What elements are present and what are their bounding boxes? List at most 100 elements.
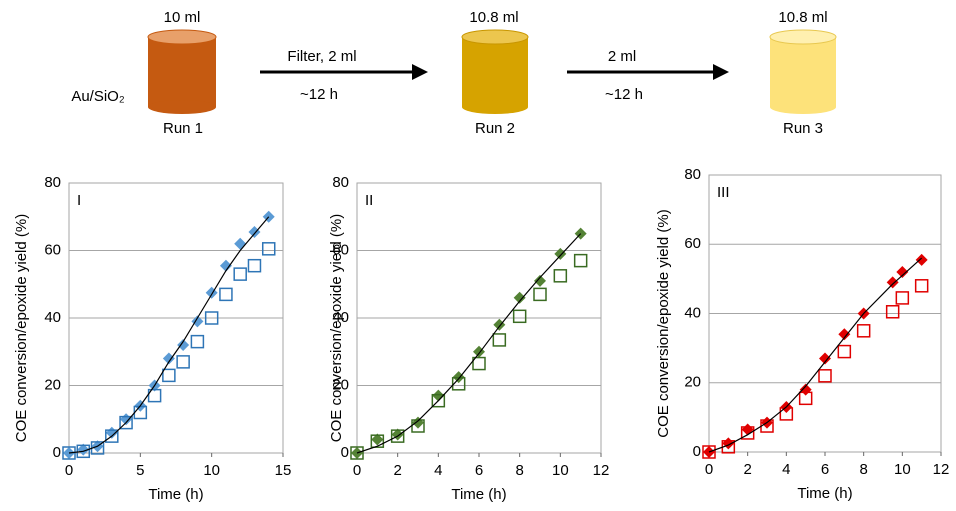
x-tick-label: 6 <box>475 462 483 479</box>
x-tick-label: 10 <box>894 461 911 478</box>
y-tick-label: 0 <box>693 443 701 460</box>
panel-label: I <box>77 192 81 209</box>
square-point <box>62 446 76 460</box>
x-tick-label: 5 <box>136 462 144 479</box>
square-point <box>856 324 871 338</box>
square-point <box>105 429 119 443</box>
diamond-point <box>191 315 204 328</box>
arrow-head <box>412 64 428 80</box>
square-point <box>119 415 133 430</box>
square-point <box>553 269 568 283</box>
square-point <box>350 446 364 460</box>
x-tick-label: 0 <box>705 461 713 478</box>
x-tick-label: 4 <box>434 462 442 479</box>
x-axis-label: Time (h) <box>797 485 852 502</box>
x-tick-label: 2 <box>393 462 401 479</box>
diamond-point <box>886 276 899 289</box>
square-point <box>740 426 755 440</box>
x-axis-label: Time (h) <box>148 486 203 503</box>
y-tick-label: 40 <box>44 309 61 326</box>
x-tick-label: 15 <box>275 462 292 479</box>
square-point <box>219 287 233 302</box>
panel-label: III <box>717 184 730 201</box>
square-point <box>204 311 219 325</box>
volume-label: 10 ml <box>164 9 201 26</box>
step-label: Filter, 2 ml <box>287 48 356 65</box>
run-label: Run 1 <box>163 120 203 137</box>
diamond-point <box>896 265 909 278</box>
cylinder-top <box>461 29 529 45</box>
diamond-point <box>177 339 190 351</box>
square-point <box>895 291 910 305</box>
diamond-point <box>412 416 424 429</box>
diamond-point <box>513 291 526 304</box>
y-tick-label: 60 <box>684 235 701 252</box>
y-tick-label: 80 <box>684 166 701 183</box>
square-point <box>190 334 205 349</box>
cylinder-top <box>769 29 837 45</box>
square-point <box>261 242 276 256</box>
y-tick-label: 60 <box>332 241 349 258</box>
diamond-point <box>248 225 261 238</box>
square-point <box>702 445 716 459</box>
square-point <box>76 444 91 459</box>
diamond-point <box>162 352 175 365</box>
workflow-diagram: 10 ml Au/SiO₂ Run 1 Filter, 2 ml ~12 h 1… <box>71 9 837 137</box>
x-tick-label: 10 <box>552 462 569 479</box>
diamond-point <box>234 237 247 250</box>
fit-line <box>708 257 923 453</box>
diamond-point <box>838 328 851 341</box>
x-tick-label: 6 <box>821 461 829 478</box>
x-tick-label: 0 <box>353 462 361 479</box>
run-label: Run 2 <box>475 120 515 137</box>
panel-label: II <box>365 192 373 209</box>
square-point <box>779 407 794 421</box>
square-point <box>247 258 262 273</box>
y-axis-label: COE conversion/epoxide yield (%) <box>328 214 345 442</box>
square-point <box>798 391 813 406</box>
square-point <box>885 305 900 319</box>
y-tick-label: 40 <box>684 304 701 321</box>
square-point <box>233 267 247 281</box>
chart: 0 20 40 60 80 0 2 4 6 8 10 12 Time (h) COE conversion… <box>328 174 609 503</box>
diamond-point <box>915 253 928 266</box>
y-tick-label: 0 <box>341 444 349 461</box>
x-tick-label: 4 <box>782 461 790 478</box>
cylinder <box>462 37 528 107</box>
step-label: 2 ml <box>608 48 636 65</box>
diamond-point <box>741 423 754 436</box>
square-point <box>472 356 486 371</box>
step-label: ~12 h <box>605 86 643 103</box>
volume-label: 10.8 ml <box>778 9 827 26</box>
square-point <box>390 429 405 443</box>
square-point <box>162 368 176 383</box>
x-tick-label: 8 <box>515 462 523 479</box>
cylinder <box>148 37 216 107</box>
x-axis-label: Time (h) <box>451 486 506 503</box>
volume-label: 10.8 ml <box>469 9 518 26</box>
diamond-point <box>371 433 384 446</box>
square-point <box>147 388 162 403</box>
square-point <box>512 309 527 324</box>
cylinder-bottom <box>462 100 528 114</box>
arrow-head <box>713 64 729 80</box>
square-point <box>573 253 588 268</box>
diamond-point <box>534 274 546 287</box>
chart: 0 20 40 60 80 0 5 10 15 Time (h) COE conversion/ep… <box>13 174 291 503</box>
y-axis-label: COE conversion/epoxide yield (%) <box>655 209 672 437</box>
y-tick-label: 20 <box>44 376 61 393</box>
plot-frame <box>68 182 284 454</box>
diamond-point <box>219 259 232 272</box>
x-tick-label: 8 <box>859 461 867 478</box>
fit-line <box>356 233 582 454</box>
x-tick-label: 12 <box>593 462 610 479</box>
diamond-point <box>432 389 445 402</box>
run-label: Run 3 <box>783 120 823 137</box>
y-tick-label: 20 <box>684 374 701 391</box>
x-tick-label: 2 <box>743 461 751 478</box>
diamond-point <box>819 352 831 365</box>
catalyst-label: Au/SiO₂ <box>71 88 125 105</box>
cylinder-bottom <box>148 100 216 114</box>
cylinder-bottom <box>770 100 836 114</box>
